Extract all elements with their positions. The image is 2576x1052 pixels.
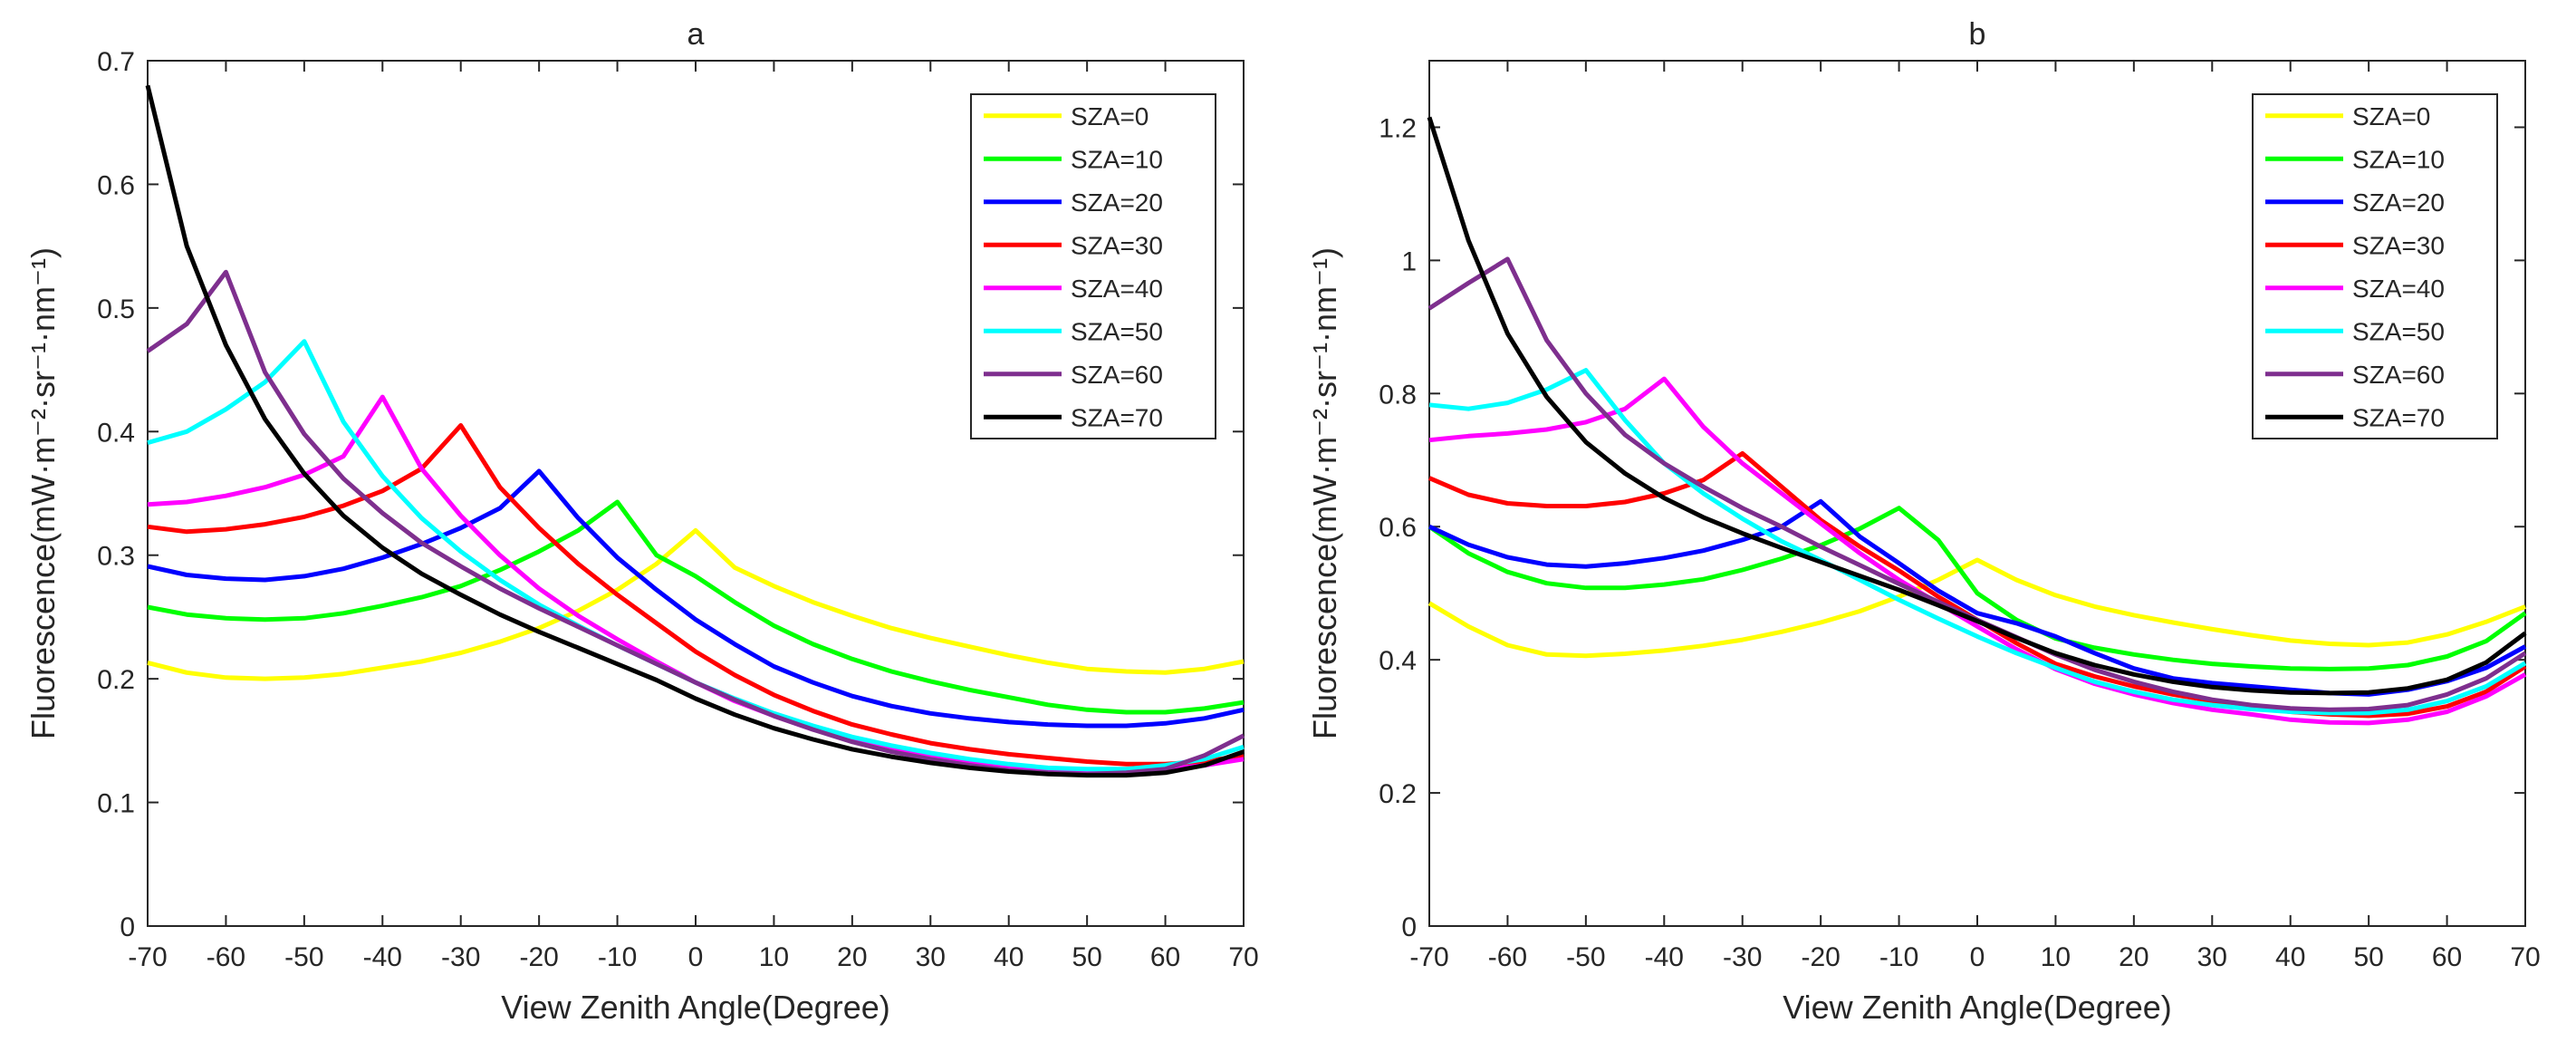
x-tick-label: -70 <box>128 942 167 972</box>
x-tick-label: -20 <box>519 942 558 972</box>
x-tick-label: -10 <box>1879 942 1918 972</box>
series-line-sza-70 <box>1427 116 2527 696</box>
y-tick-label: 0 <box>120 912 135 942</box>
y-tick-label: 0.6 <box>97 170 135 200</box>
legend-entry: SZA=20 <box>2352 188 2445 217</box>
x-axis-label: View Zenith Angle(Degree) <box>1783 989 2172 1026</box>
y-tick-label: 0.2 <box>97 665 135 695</box>
legend-entry: SZA=0 <box>1071 102 1149 130</box>
y-tick-label: 0.5 <box>97 294 135 324</box>
series-line-sza-10 <box>1427 506 2527 671</box>
series-line-sza-70 <box>145 84 1245 778</box>
legend-entry: SZA=70 <box>2352 403 2445 431</box>
series-line-sza-0 <box>147 527 1245 681</box>
legend-entry: SZA=20 <box>1071 188 1163 217</box>
y-tick-label: 0.8 <box>1379 380 1417 410</box>
series-line-sza-40 <box>1428 376 2527 726</box>
x-tick-label: 10 <box>759 942 789 972</box>
y-tick-label: 0.1 <box>97 789 135 819</box>
legend-entry: SZA=10 <box>2352 145 2445 173</box>
y-tick-label: 0.4 <box>1379 646 1417 676</box>
x-tick-label: -70 <box>1409 942 1448 972</box>
chart-panel-b: -70 -60 -50 -40 -30 -20 -10 0 10 20 30 40 50 60 70 0 0.2… <box>1306 17 2541 1026</box>
x-tick-label: -30 <box>1723 942 1762 972</box>
y-tick-label: 1.2 <box>1379 113 1417 143</box>
legend-entry: SZA=60 <box>1071 361 1163 389</box>
series-line-sza-30 <box>147 423 1245 767</box>
y-tick-label: 0.3 <box>97 542 135 572</box>
y-tick-label: 0.4 <box>97 418 135 448</box>
x-tick-label: 50 <box>1072 942 1101 972</box>
x-tick-label: -10 <box>598 942 637 972</box>
legend-entry: SZA=0 <box>2352 102 2430 130</box>
legend-box <box>2252 93 2498 439</box>
chart-title: b <box>1969 17 1986 52</box>
x-tick-label: 30 <box>916 942 946 972</box>
y-axis-label: Fluorescence(mW·m⁻²·sr⁻¹·nm⁻¹) <box>24 247 62 739</box>
y-tick-label: 0.2 <box>1379 779 1417 809</box>
chart-panel-a: -70 -60 -50 -40 -30 -20 -10 0 10 20 30 40 50 60 70 0 0.1… <box>24 17 1259 1026</box>
x-tick-label: -20 <box>1801 942 1840 972</box>
series-line-sza-50 <box>1428 368 2527 716</box>
series-line-sza-0 <box>1427 557 2526 659</box>
x-tick-label: 60 <box>1150 942 1180 972</box>
legend-entry: SZA=50 <box>2352 317 2445 345</box>
x-tick-label: 40 <box>994 942 1024 972</box>
x-tick-label: 20 <box>2119 942 2148 972</box>
legend-entry: SZA=60 <box>2352 361 2445 389</box>
x-tick-label: 10 <box>2041 942 2071 972</box>
x-tick-label: -40 <box>1645 942 1684 972</box>
x-tick-label: 0 <box>1970 942 1985 972</box>
legend: SZA=0 SZA=10 SZA=20 SZA=30 SZA=40 SZA=50 SZA=6… <box>2252 93 2498 439</box>
x-tick-label: -50 <box>1566 942 1605 972</box>
x-tick-label: 40 <box>2275 942 2305 972</box>
y-tick-label: 0.7 <box>97 47 135 77</box>
x-tick-label: 60 <box>2432 942 2462 972</box>
legend-entry: SZA=40 <box>1071 275 1163 303</box>
x-tick-label: 70 <box>2510 942 2540 972</box>
x-tick-label: -60 <box>1488 942 1527 972</box>
y-tick-label: 0.6 <box>1379 513 1417 543</box>
x-tick-label: 50 <box>2353 942 2383 972</box>
x-tick-label: -60 <box>207 942 245 972</box>
x-tick-label: -30 <box>441 942 480 972</box>
legend-entry: SZA=70 <box>1071 403 1163 431</box>
x-tick-label: 20 <box>837 942 867 972</box>
series-line-sza-10 <box>147 499 1245 715</box>
y-tick-label: 0 <box>1401 912 1417 942</box>
x-tick-label: 0 <box>688 942 704 972</box>
x-tick-label: 30 <box>2197 942 2227 972</box>
legend: SZA=0 SZA=10 SZA=20 SZA=30 SZA=40 SZA=50 SZA=6… <box>970 93 1216 439</box>
y-tick-label: 1 <box>1401 246 1417 276</box>
legend-entry: SZA=40 <box>2352 275 2445 303</box>
legend-box <box>970 93 1216 439</box>
legend-entry: SZA=50 <box>1071 317 1163 345</box>
chart-title: a <box>687 17 705 52</box>
y-axis-label: Fluorescence(mW·m⁻²·sr⁻¹·nm⁻¹) <box>1306 247 1343 739</box>
x-axis-label: View Zenith Angle(Degree) <box>501 989 890 1026</box>
legend-entry: SZA=30 <box>2352 231 2445 259</box>
series-line-sza-20 <box>147 468 1245 729</box>
x-tick-label: -40 <box>363 942 402 972</box>
legend-entry: SZA=30 <box>1071 231 1163 259</box>
x-tick-label: -50 <box>284 942 323 972</box>
legend-entry: SZA=10 <box>1071 145 1163 173</box>
x-tick-label: 70 <box>1228 942 1258 972</box>
